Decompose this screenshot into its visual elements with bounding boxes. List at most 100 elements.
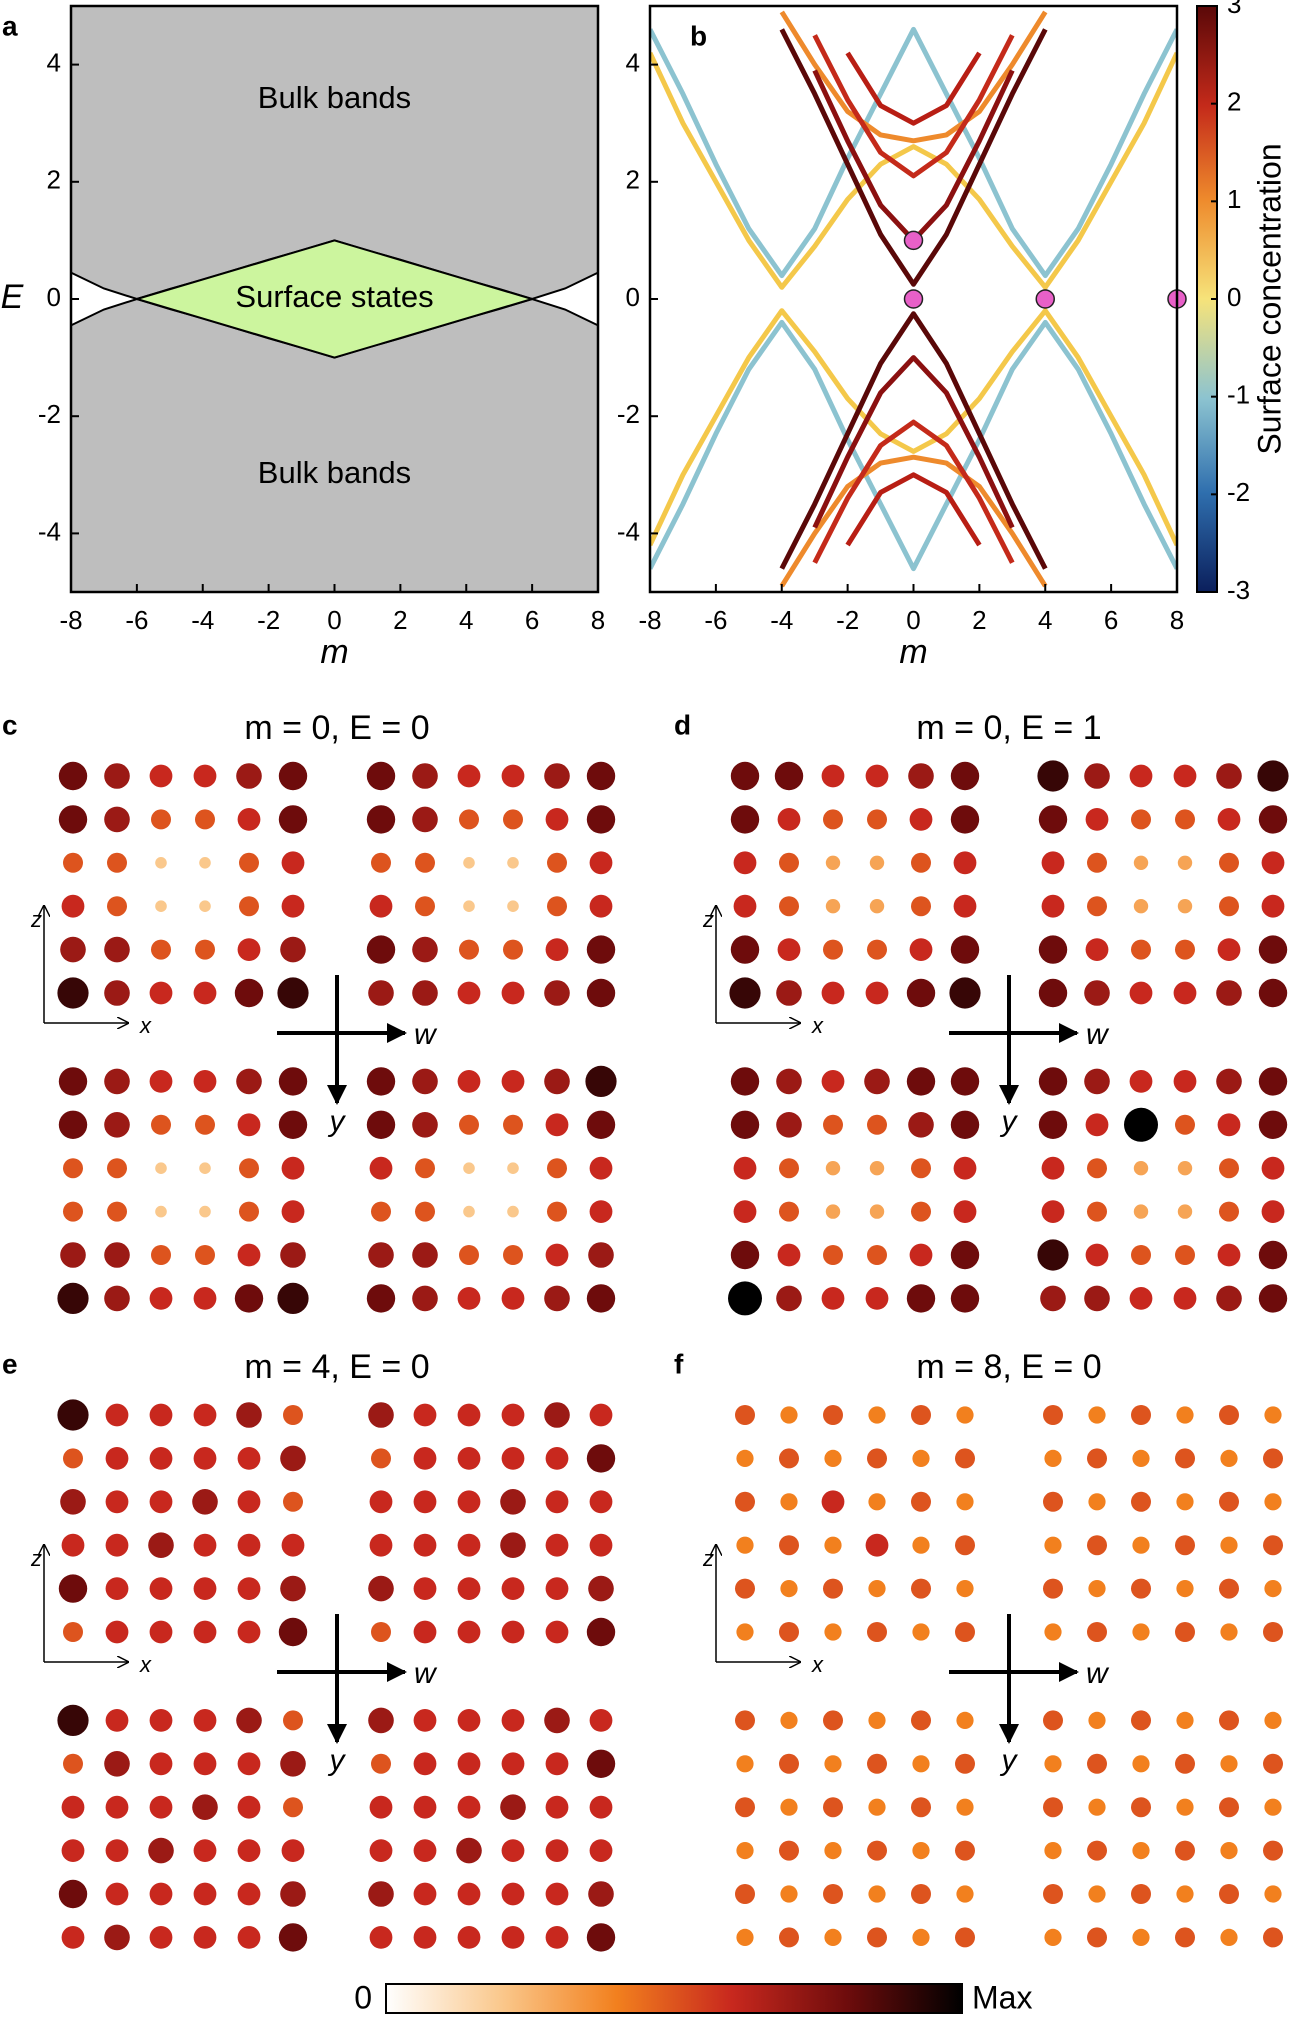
site-dot (1219, 1710, 1239, 1731)
site-dot (776, 1112, 802, 1138)
site-dot (544, 1068, 570, 1095)
site-dot (1088, 1493, 1106, 1511)
site-dot (456, 1837, 482, 1864)
site-dot (823, 809, 843, 830)
site-dot (1219, 1884, 1239, 1904)
site-dot (193, 1287, 217, 1310)
site-dot (501, 1287, 525, 1310)
site-dot (588, 1575, 614, 1602)
site-dot (1038, 805, 1068, 834)
site-dot (1258, 978, 1288, 1008)
site-dot (1216, 1068, 1242, 1095)
plot-frame (648, 4, 1179, 594)
axis-direction-label: x (811, 1013, 824, 1038)
site-dot (63, 852, 83, 873)
site-dot (906, 1067, 936, 1096)
site-dot (730, 1110, 760, 1140)
site-dot (1176, 1711, 1194, 1729)
colorbar-tick-label: -1 (1227, 380, 1250, 410)
plot-frame (69, 4, 600, 594)
site-dot (105, 1839, 129, 1862)
site-dot (825, 1204, 841, 1219)
site-dot (780, 1711, 798, 1729)
band-line (779, 28, 1048, 287)
panel-label: e (2, 1348, 18, 1379)
site-dot (545, 1447, 569, 1470)
site-dot (824, 1536, 842, 1554)
site-dot (1176, 1885, 1194, 1903)
site-dot (545, 1839, 569, 1862)
site-dot (507, 857, 519, 869)
site-dot (463, 1205, 475, 1218)
panel-label: d (674, 709, 691, 740)
site-dot (733, 894, 757, 918)
site-dot (735, 1491, 755, 1512)
site-dot (823, 939, 843, 960)
site-dot (236, 763, 262, 789)
site-dot (1087, 852, 1107, 873)
site-dot (735, 1710, 755, 1731)
site-dot (736, 1449, 754, 1467)
site-dot (149, 1577, 173, 1600)
site-dot (507, 1162, 519, 1174)
site-dot (1044, 1755, 1062, 1773)
colorbar-tick-label: 0 (1227, 282, 1241, 312)
site-dot (501, 1839, 525, 1862)
band-line (845, 51, 982, 126)
site-dot (779, 896, 799, 917)
site-dot (149, 1070, 173, 1093)
site-dot (412, 1068, 438, 1095)
site-dot (503, 809, 523, 830)
site-dot (1044, 1449, 1062, 1467)
site-dot (589, 1403, 613, 1427)
site-dot (1087, 1753, 1107, 1774)
site-dot (1041, 1200, 1065, 1223)
site-dot (193, 1577, 217, 1600)
site-dot (867, 1622, 887, 1642)
site-dot (413, 1533, 437, 1557)
site-dot (547, 852, 567, 873)
colorbar-tick-label: -2 (1227, 477, 1250, 507)
site-dot (912, 1755, 930, 1773)
site-dot (457, 1447, 481, 1470)
site-dot (281, 1533, 305, 1557)
site-dot (415, 852, 435, 873)
site-dot (869, 899, 885, 914)
site-dot (61, 1533, 85, 1557)
site-dot (911, 1491, 931, 1512)
site-dot (545, 808, 569, 831)
site-dot (1263, 1927, 1283, 1948)
site-dot (457, 1752, 481, 1776)
site-dot (61, 1839, 85, 1862)
site-dot (193, 981, 217, 1005)
site-dot (501, 1447, 525, 1470)
site-dot (149, 1752, 173, 1776)
site-dot (865, 1287, 889, 1310)
site-dot (1219, 1797, 1239, 1818)
site-dot (155, 857, 167, 869)
site-dot (413, 1447, 437, 1470)
site-dot (412, 1285, 438, 1312)
site-dot (457, 1926, 481, 1949)
site-dot (779, 1840, 799, 1861)
site-dot (735, 1405, 755, 1425)
site-dot (1217, 1113, 1241, 1137)
site-dot (586, 1110, 616, 1140)
site-dot (1219, 852, 1239, 873)
site-dot (1131, 1884, 1151, 1904)
axis-direction-label: x (811, 1652, 824, 1677)
site-dot (823, 1114, 843, 1135)
site-dot (776, 980, 802, 1006)
site-dot (585, 1065, 617, 1097)
site-dot (57, 1282, 89, 1314)
highlight-point (903, 230, 924, 251)
site-dot (1261, 894, 1285, 918)
site-dot (865, 764, 889, 788)
site-dot (867, 1448, 887, 1469)
band-line (650, 308, 1177, 547)
site-dot (1041, 851, 1065, 875)
site-dot (155, 1205, 167, 1218)
site-dot (780, 1406, 798, 1424)
site-dot (1217, 938, 1241, 961)
axis-direction-label: w (414, 1018, 438, 1051)
